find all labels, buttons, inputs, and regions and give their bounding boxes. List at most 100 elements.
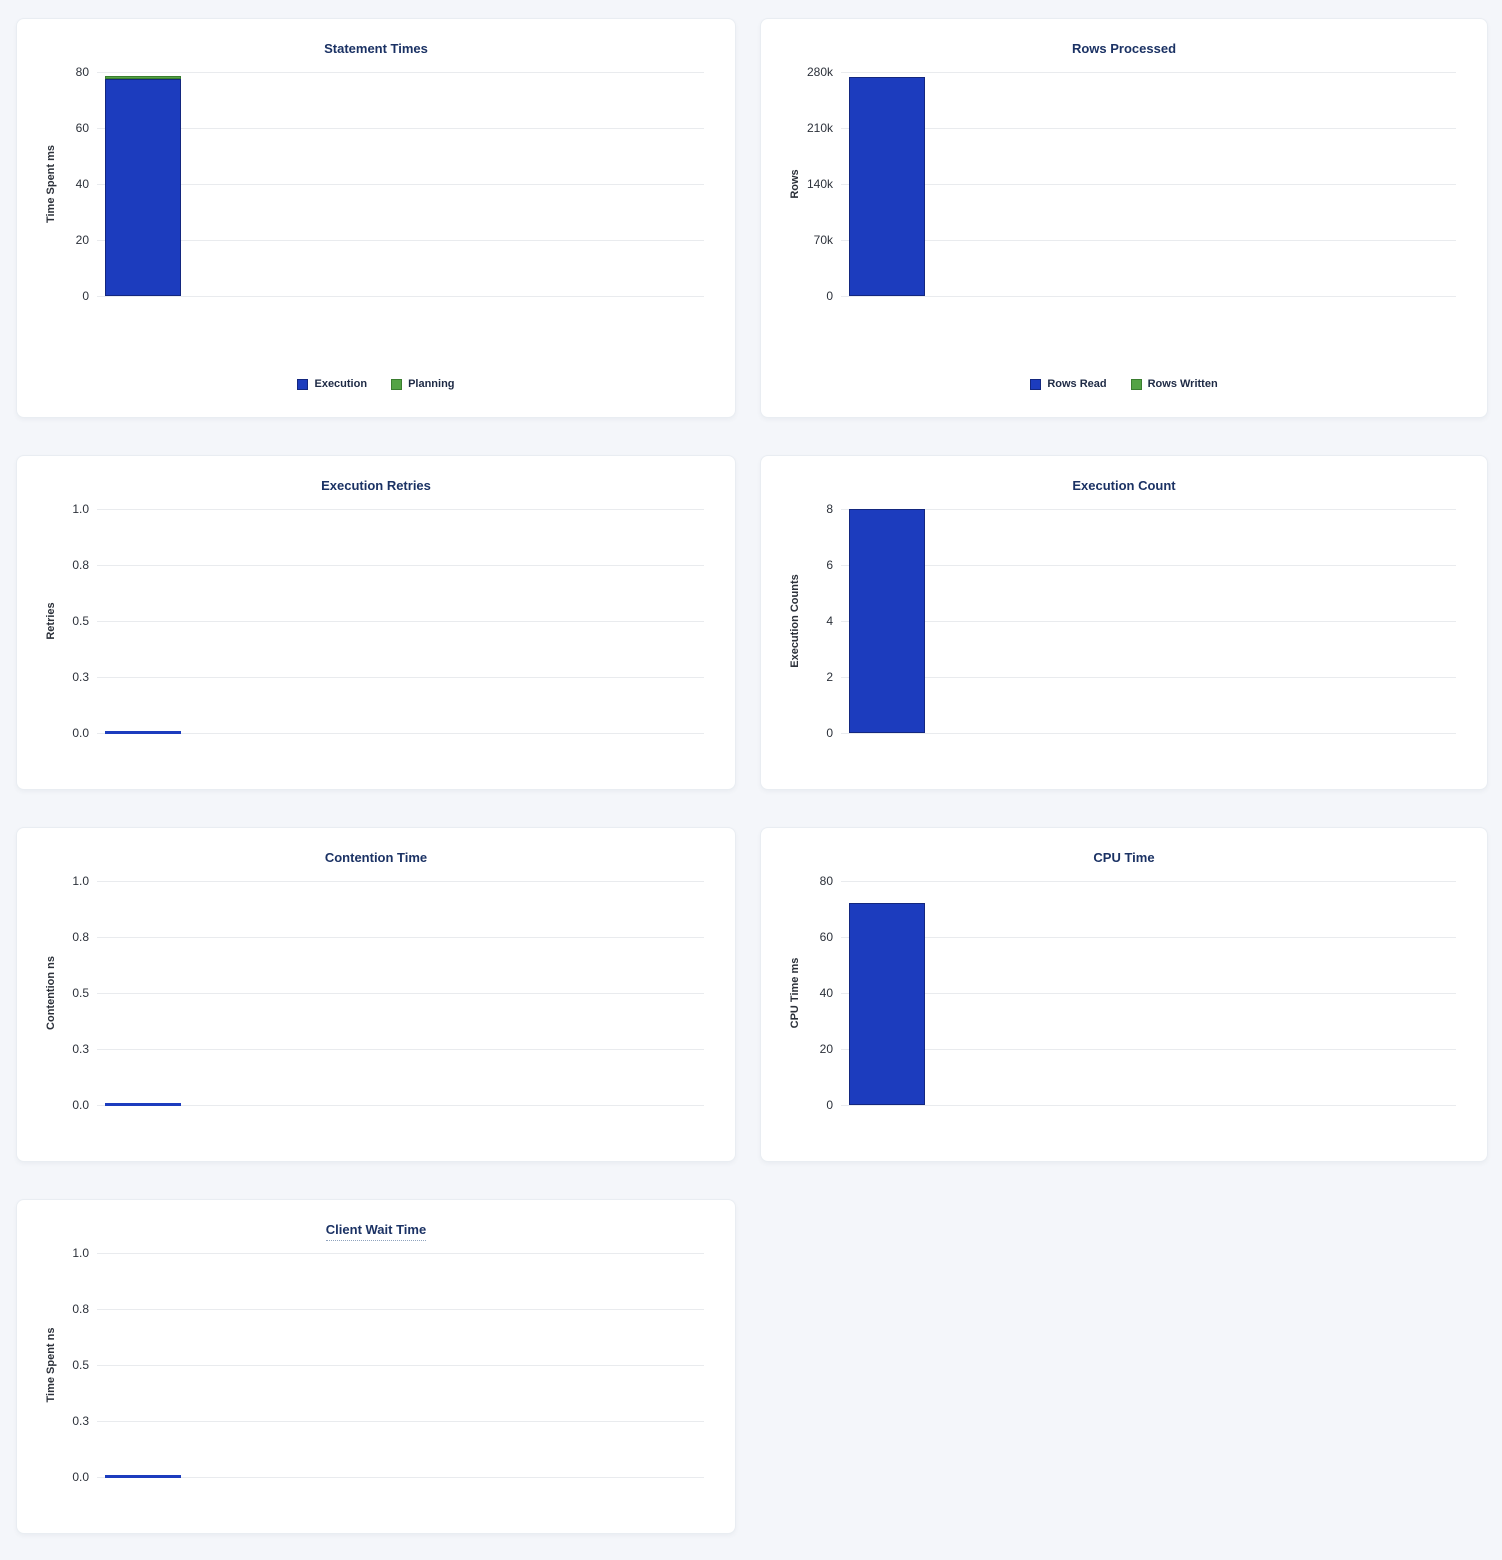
y-tick-label: 20 [75,233,89,247]
rows-processed-chart: Rows Processed Rows 280k 210k 140k 70k 0 Row… [761,19,1487,392]
y-tick-label: 0.3 [72,670,89,684]
bar-rows-read [849,76,925,296]
gridline [841,937,1456,938]
chart-legend: Rows Read Rows Written [761,376,1487,392]
gridline [841,565,1456,566]
gridline [841,1105,1456,1106]
gridline [841,677,1456,678]
y-tick-label: 0.0 [72,1098,89,1112]
gridline [97,677,704,678]
y-tick-label: 40 [819,986,833,1000]
gridline [97,509,704,510]
chart-title: Rows Processed [1071,41,1177,56]
gridline [97,565,704,566]
y-tick-label: 0 [826,289,833,303]
cpu-time-card: CPU Time CPU Time ms 80 60 40 20 0 [760,827,1488,1162]
gridline [97,937,704,938]
legend-item-execution[interactable]: Execution [297,378,367,390]
y-tick-label: 0.8 [72,1302,89,1316]
y-tick-label: 80 [75,65,89,79]
gridline [97,184,704,185]
y-tick-label: 20 [819,1042,833,1056]
bar-client-wait [105,1475,181,1478]
plot-area: 80 60 40 20 0 [76,65,704,303]
contention-time-chart: Contention Time Contention ns 1.0 0.8 0.5 0… [17,828,735,1112]
y-tick-label: 0.5 [72,986,89,1000]
chart-title[interactable]: Client Wait Time [325,1222,427,1241]
client-wait-time-chart: Client Wait Time Time Spent ns 1.0 0.8 0.5… [17,1200,735,1484]
legend-swatch [1130,378,1142,390]
legend-label: Execution [314,378,368,390]
gridline [97,993,704,994]
bar-retries [105,731,181,734]
plot-area: 80 60 40 20 0 [820,874,1456,1112]
gridline [97,1477,704,1478]
gridline [841,184,1456,185]
gridline [97,1421,704,1422]
y-tick-label: 0.8 [72,558,89,572]
gridline [97,296,704,297]
gridline [841,296,1456,297]
gridline [97,881,704,882]
gridline [97,240,704,241]
cpu-time-chart: CPU Time CPU Time ms 80 60 40 20 0 [761,828,1487,1112]
chart-title: Execution Retries [321,478,431,493]
plot-area: 1.0 0.8 0.5 0.3 0.0 [72,502,704,740]
gridline [97,1049,704,1050]
y-tick-label: 8 [826,502,833,516]
y-tick-label: 60 [75,121,89,135]
gridline [841,509,1456,510]
chart-title: CPU Time [1093,850,1155,865]
y-tick-label: 0.5 [72,1358,89,1372]
legend-swatch [391,378,403,390]
legend-label: Rows Written [1147,378,1218,390]
gridline [841,240,1456,241]
contention-time-card: Contention Time Contention ns 1.0 0.8 0.5 0… [16,827,736,1162]
y-tick-label: 1.0 [72,874,89,888]
y-tick-label: 60 [819,930,833,944]
gridline [97,1253,704,1254]
gridline [841,733,1456,734]
legend-item-planning[interactable]: Planning [391,378,455,390]
plot-area: 1.0 0.8 0.5 0.3 0.0 [72,874,704,1112]
y-tick-label: 6 [826,558,833,572]
bar-execution [105,79,181,296]
gridline [97,72,704,73]
legend-swatch [1030,378,1042,390]
legend-item-rows-read[interactable]: Rows Read [1030,378,1107,390]
execution-retries-card: Execution Retries Retries 1.0 0.8 0.5 0.3 0.… [16,455,736,790]
legend-label: Rows Read [1047,378,1107,390]
legend-item-rows-written[interactable]: Rows Written [1130,378,1218,390]
chart-title: Contention Time [324,850,428,865]
gridline [97,1105,704,1106]
y-tick-label: 0.0 [72,726,89,740]
y-tick-label: 70k [813,233,833,247]
gridline [841,128,1456,129]
chart-legend: Execution Planning [17,376,735,392]
chart-title: Statement Times [324,41,428,56]
rows-processed-card: Rows Processed Rows 280k 210k 140k 70k 0 Row… [760,18,1488,418]
y-tick-label: 80 [819,874,833,888]
y-tick-label: 0.3 [72,1414,89,1428]
gridline [841,621,1456,622]
y-tick-label: 1.0 [72,1246,89,1260]
gridline [841,993,1456,994]
bar-planning [105,75,181,79]
y-tick-label: 4 [826,614,833,628]
bar-contention [105,1103,181,1106]
y-tick-label: 0 [826,1098,833,1112]
statement-times-card: Statement Times Time Spent ms 80 60 40 20 0 … [16,18,736,418]
plot-area: 280k 210k 140k 70k 0 [807,65,1456,303]
y-tick-label: 210k [806,121,833,135]
plot-area: 1.0 0.8 0.5 0.3 0.0 [72,1246,704,1484]
y-tick-label: 1.0 [72,502,89,516]
plot-area: 8 6 4 2 0 [826,502,1456,740]
gridline [97,128,704,129]
bar-cpu-time [849,903,925,1105]
statement-times-chart: Statement Times Time Spent ms 80 60 40 20 0 … [17,19,735,392]
y-tick-label: 2 [826,670,833,684]
gridline [97,621,704,622]
